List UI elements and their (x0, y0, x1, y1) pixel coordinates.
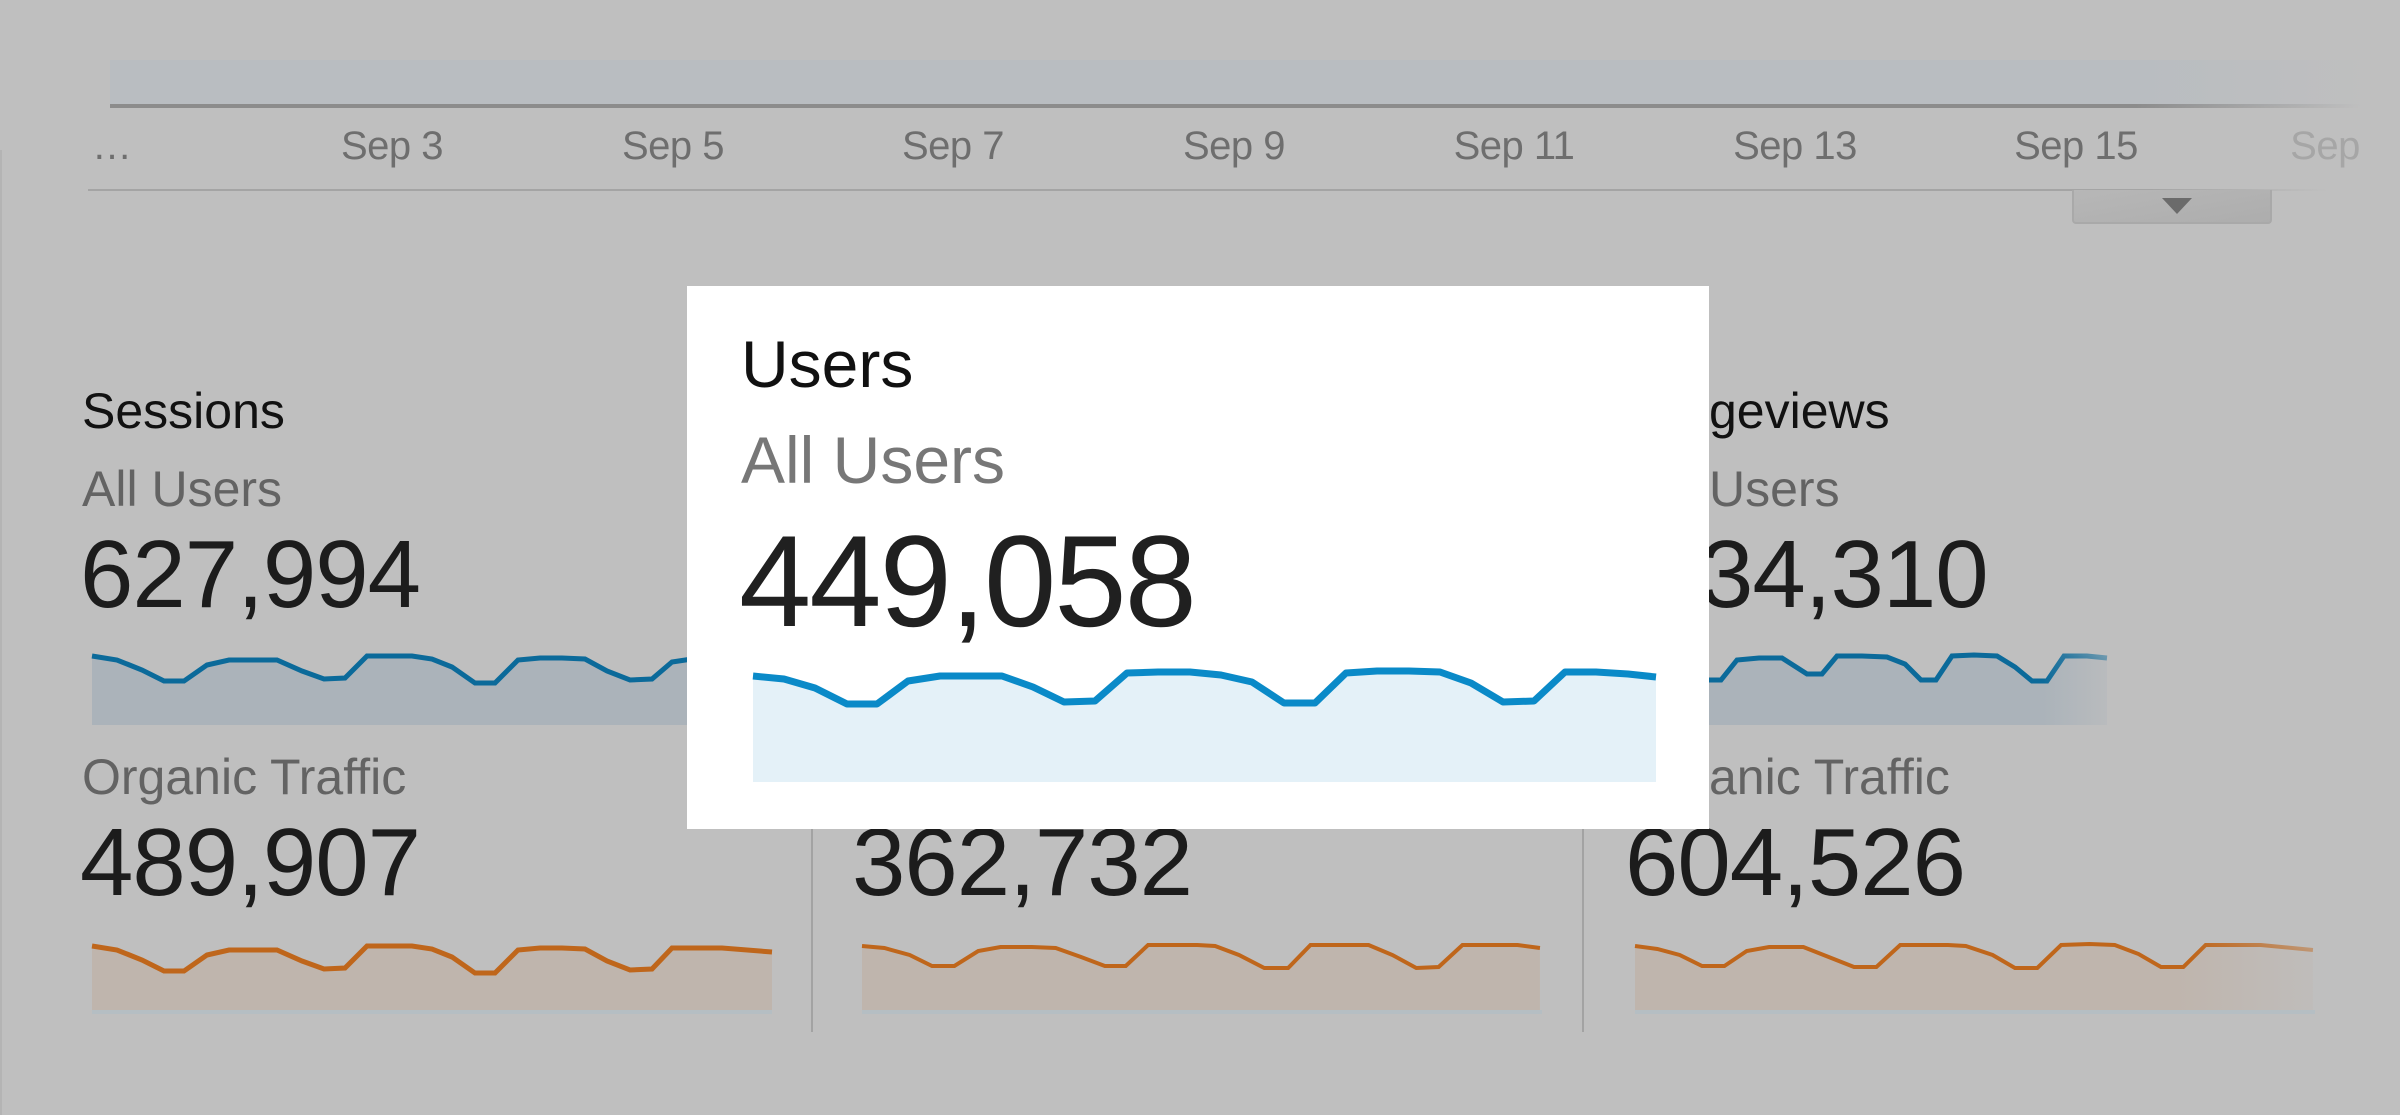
left-edge-border (0, 150, 2, 1115)
triangle-down-icon (2162, 198, 2192, 214)
metric-title: geviews (1709, 383, 1890, 439)
metric-value: 489,907 (80, 809, 421, 916)
segment-label: anic Traffic (1709, 749, 1950, 805)
timeline-tick: Sep 3 (340, 124, 444, 168)
segment-label: Users (1709, 461, 1840, 517)
panel-divider (1582, 820, 1584, 1032)
timeline-range-toggle[interactable] (2072, 190, 2272, 224)
users-metric-card[interactable]: Users All Users 449,058 (687, 286, 1709, 829)
segment-label: Organic Traffic (82, 749, 407, 805)
timeline-axis-line (88, 189, 2328, 191)
timeline-tick: Sep 11 (1453, 124, 1575, 168)
metric-value: 627,994 (80, 521, 421, 628)
users-sparkline (752, 667, 1657, 782)
sparkline-blue (1709, 652, 2108, 725)
timeline-ellipsis: … (92, 124, 132, 168)
timeline-tick: Sep 7 (901, 124, 1005, 168)
metric-title: Sessions (82, 383, 285, 439)
card-segment-label: All Users (741, 423, 1006, 497)
timeline-tick: Sep (2290, 124, 2360, 168)
sparkline-blue (91, 653, 693, 725)
timeline-area-fill (110, 60, 2370, 106)
sparkline-orange (1635, 940, 2315, 1014)
timeline-tick: Sep 5 (621, 124, 725, 168)
metric-value: 34,310 (1700, 521, 1989, 628)
panel-divider (811, 820, 813, 1032)
card-title: Users (741, 327, 914, 401)
timeline-tick: Sep 13 (1733, 124, 1857, 168)
timeline-tick: Sep 15 (2014, 124, 2138, 168)
segment-label: All Users (82, 461, 283, 517)
timeline-tick: Sep 9 (1182, 124, 1286, 168)
timeline-series-line (110, 104, 2360, 108)
sparkline-orange (862, 940, 1542, 1014)
card-value: 449,058 (739, 508, 1197, 654)
sparkline-orange (91, 943, 773, 1014)
